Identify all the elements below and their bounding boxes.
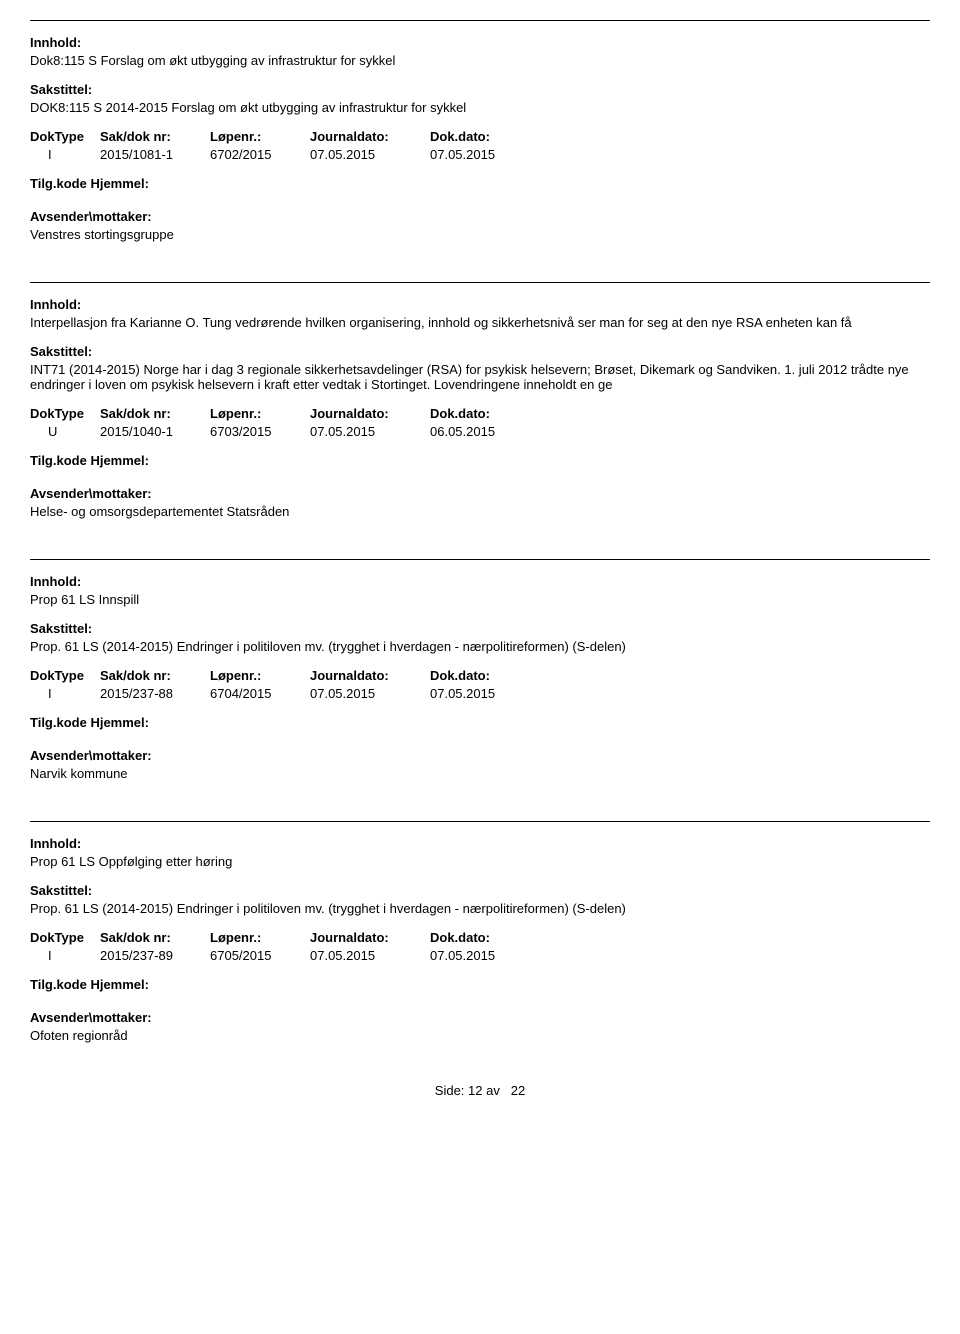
doktype-header: DokType (30, 129, 100, 144)
avsender-label: Avsender\mottaker: (30, 748, 930, 763)
lopenr-value: 6703/2015 (210, 424, 310, 439)
lopenr-value: 6704/2015 (210, 686, 310, 701)
dokdato-header: Dok.dato: (430, 129, 550, 144)
saknr-value: 2015/1081-1 (100, 147, 210, 162)
journaldato-value: 07.05.2015 (310, 424, 430, 439)
innhold-text: Prop 61 LS Oppfølging etter høring (30, 854, 930, 869)
doktype-header: DokType (30, 668, 100, 683)
doktype-value: I (30, 147, 100, 162)
page-number: 12 (468, 1083, 482, 1098)
dokdato-header: Dok.dato: (430, 406, 550, 421)
columns-header: DokType Sak/dok nr: Løpenr.: Journaldato… (30, 668, 930, 683)
avsender-text: Ofoten regionråd (30, 1028, 930, 1043)
columns-header: DokType Sak/dok nr: Løpenr.: Journaldato… (30, 406, 930, 421)
lopenr-header: Løpenr.: (210, 129, 310, 144)
hjemmel-label: Hjemmel: (90, 977, 149, 992)
columns-header: DokType Sak/dok nr: Løpenr.: Journaldato… (30, 930, 930, 945)
avsender-label: Avsender\mottaker: (30, 209, 930, 224)
avsender-label: Avsender\mottaker: (30, 486, 930, 501)
columns-row: I 2015/237-89 6705/2015 07.05.2015 07.05… (30, 948, 930, 963)
dokdato-value: 07.05.2015 (430, 147, 550, 162)
sakstittel-text: INT71 (2014-2015) Norge har i dag 3 regi… (30, 362, 930, 392)
doktype-value: I (30, 948, 100, 963)
sakstittel-text: Prop. 61 LS (2014-2015) Endringer i poli… (30, 639, 930, 654)
doktype-value: U (30, 424, 100, 439)
dokdato-value: 07.05.2015 (430, 686, 550, 701)
record: Innhold: Interpellasjon fra Karianne O. … (30, 282, 930, 519)
dokdato-value: 06.05.2015 (430, 424, 550, 439)
side-label: Side: (435, 1083, 465, 1098)
lopenr-value: 6702/2015 (210, 147, 310, 162)
innhold-label: Innhold: (30, 574, 930, 589)
avsender-text: Narvik kommune (30, 766, 930, 781)
doktype-value: I (30, 686, 100, 701)
record: Innhold: Dok8:115 S Forslag om økt utbyg… (30, 20, 930, 242)
avsender-text: Venstres stortingsgruppe (30, 227, 930, 242)
saknr-header: Sak/dok nr: (100, 129, 210, 144)
record: Innhold: Prop 61 LS Oppfølging etter hør… (30, 821, 930, 1043)
av-label: av (486, 1083, 500, 1098)
tilgkode-label: Tilg.kode (30, 176, 87, 191)
doktype-header: DokType (30, 930, 100, 945)
journaldato-header: Journaldato: (310, 930, 430, 945)
divider (30, 821, 930, 822)
columns-row: I 2015/1081-1 6702/2015 07.05.2015 07.05… (30, 147, 930, 162)
divider (30, 559, 930, 560)
journaldato-header: Journaldato: (310, 129, 430, 144)
innhold-label: Innhold: (30, 35, 930, 50)
sakstittel-label: Sakstittel: (30, 621, 930, 636)
innhold-text: Prop 61 LS Innspill (30, 592, 930, 607)
dokdato-header: Dok.dato: (430, 930, 550, 945)
innhold-label: Innhold: (30, 297, 930, 312)
innhold-text: Dok8:115 S Forslag om økt utbygging av i… (30, 53, 930, 68)
lopenr-header: Løpenr.: (210, 668, 310, 683)
total-pages: 22 (511, 1083, 525, 1098)
divider (30, 20, 930, 21)
page-footer: Side: 12 av 22 (30, 1083, 930, 1098)
lopenr-header: Løpenr.: (210, 930, 310, 945)
sakstittel-label: Sakstittel: (30, 883, 930, 898)
tilgkode-hjemmel: Tilg.kode Hjemmel: (30, 453, 930, 468)
journaldato-value: 07.05.2015 (310, 948, 430, 963)
saknr-value: 2015/237-88 (100, 686, 210, 701)
hjemmel-label: Hjemmel: (90, 715, 149, 730)
hjemmel-label: Hjemmel: (90, 453, 149, 468)
sakstittel-label: Sakstittel: (30, 344, 930, 359)
sakstittel-text: Prop. 61 LS (2014-2015) Endringer i poli… (30, 901, 930, 916)
tilgkode-hjemmel: Tilg.kode Hjemmel: (30, 715, 930, 730)
avsender-label: Avsender\mottaker: (30, 1010, 930, 1025)
tilgkode-hjemmel: Tilg.kode Hjemmel: (30, 176, 930, 191)
record: Innhold: Prop 61 LS Innspill Sakstittel:… (30, 559, 930, 781)
journaldato-header: Journaldato: (310, 668, 430, 683)
tilgkode-label: Tilg.kode (30, 453, 87, 468)
journaldato-header: Journaldato: (310, 406, 430, 421)
avsender-text: Helse- og omsorgsdepartementet Statsråde… (30, 504, 930, 519)
dokdato-header: Dok.dato: (430, 668, 550, 683)
saknr-header: Sak/dok nr: (100, 930, 210, 945)
journaldato-value: 07.05.2015 (310, 147, 430, 162)
tilgkode-label: Tilg.kode (30, 977, 87, 992)
tilgkode-hjemmel: Tilg.kode Hjemmel: (30, 977, 930, 992)
columns-row: U 2015/1040-1 6703/2015 07.05.2015 06.05… (30, 424, 930, 439)
innhold-text: Interpellasjon fra Karianne O. Tung vedr… (30, 315, 930, 330)
saknr-value: 2015/237-89 (100, 948, 210, 963)
columns-row: I 2015/237-88 6704/2015 07.05.2015 07.05… (30, 686, 930, 701)
dokdato-value: 07.05.2015 (430, 948, 550, 963)
saknr-header: Sak/dok nr: (100, 668, 210, 683)
hjemmel-label: Hjemmel: (90, 176, 149, 191)
saknr-header: Sak/dok nr: (100, 406, 210, 421)
saknr-value: 2015/1040-1 (100, 424, 210, 439)
tilgkode-label: Tilg.kode (30, 715, 87, 730)
journaldato-value: 07.05.2015 (310, 686, 430, 701)
lopenr-value: 6705/2015 (210, 948, 310, 963)
doktype-header: DokType (30, 406, 100, 421)
sakstittel-label: Sakstittel: (30, 82, 930, 97)
sakstittel-text: DOK8:115 S 2014-2015 Forslag om økt utby… (30, 100, 930, 115)
innhold-label: Innhold: (30, 836, 930, 851)
lopenr-header: Løpenr.: (210, 406, 310, 421)
divider (30, 282, 930, 283)
columns-header: DokType Sak/dok nr: Løpenr.: Journaldato… (30, 129, 930, 144)
